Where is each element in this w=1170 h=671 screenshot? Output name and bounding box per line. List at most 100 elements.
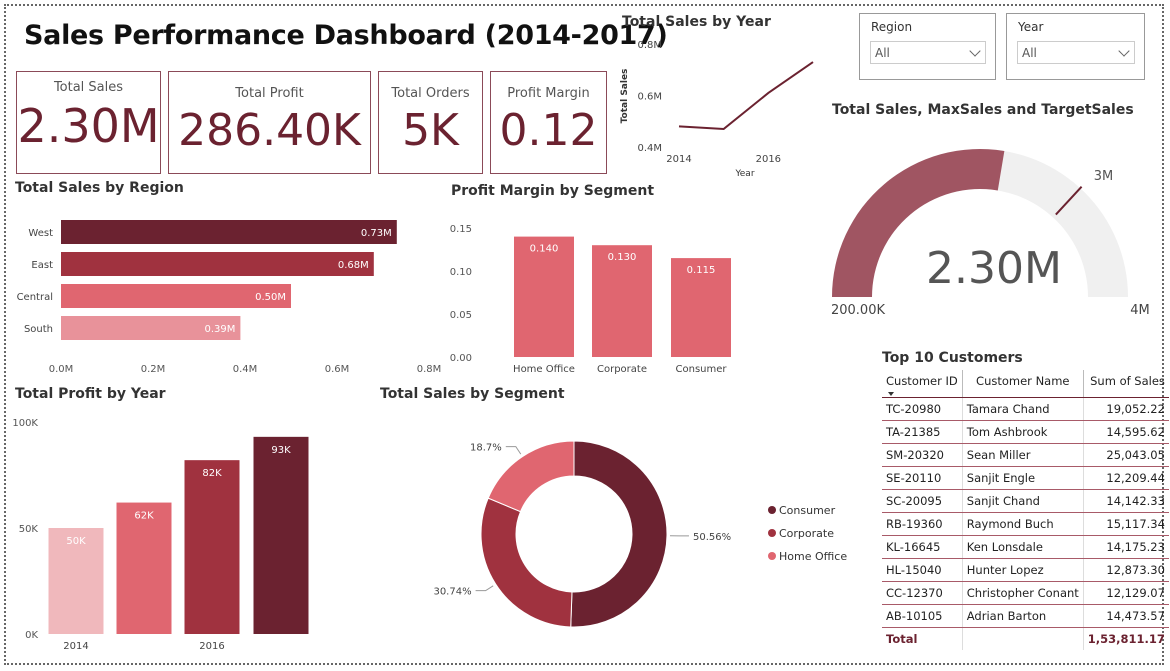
dashboard-frame — [4, 4, 1164, 665]
y-axis-label: Total Sales — [620, 69, 630, 124]
table-cell: Hunter Lopez — [962, 558, 1084, 582]
dashboard-title: Sales Performance Dashboard (2014-2017) — [24, 20, 668, 51]
table-cell: Sean Miller — [962, 443, 1084, 467]
y-tick-label: 100K — [12, 418, 38, 429]
region-dropdown[interactable]: All — [870, 41, 986, 64]
profit-year-bar[interactable] — [48, 528, 104, 634]
card-value: 286.40K — [178, 105, 361, 156]
year-slicer-label: Year — [1018, 20, 1044, 34]
table-row[interactable]: RB-19360 Raymond Buch 15,117.34 — [882, 512, 1169, 536]
gauge-min-label: 200.00K — [831, 303, 885, 318]
sales-by-year-chart[interactable]: 0.4M 0.6M 0.8M 2014 2016 Total Sales Year — [615, 30, 825, 182]
column-header-sum-of-sales[interactable]: Sum of Sales — [1083, 370, 1169, 398]
y-tick-label: 0.15 — [450, 224, 472, 235]
region-slicer[interactable]: Region All — [859, 13, 996, 80]
segment-margin-bar[interactable] — [514, 236, 574, 357]
card-label: Total Sales — [53, 80, 124, 95]
table-row[interactable]: CC-12370 Christopher Conant 12,129.07 — [882, 581, 1169, 605]
table-row[interactable]: HL-15040 Hunter Lopez 12,873.30 — [882, 558, 1169, 582]
table-cell: Tom Ashbrook — [962, 420, 1084, 444]
table-cell: Ken Lonsdale — [962, 535, 1084, 559]
card-value: 2.30M — [17, 99, 160, 153]
card-total-orders[interactable]: Total Orders 5K — [378, 71, 483, 174]
profit-year-bar[interactable] — [253, 436, 309, 634]
card-profit-margin[interactable]: Profit Margin 0.12 — [490, 71, 607, 174]
table-row[interactable]: TC-20980 Tamara Chand 19,052.22 — [882, 397, 1169, 421]
region-bar[interactable] — [61, 252, 374, 276]
table-row[interactable]: SM-20320 Sean Miller 25,043.05 — [882, 443, 1169, 467]
table-row[interactable]: TA-21385 Tom Ashbrook 14,595.62 — [882, 420, 1169, 444]
sales-by-segment-title: Total Sales by Segment — [380, 386, 565, 402]
top-customers-title: Top 10 Customers — [882, 350, 1023, 366]
table-row[interactable]: SC-20095 Sanjit Chand 14,142.33 — [882, 489, 1169, 513]
segment-slice[interactable] — [570, 440, 668, 628]
card-value: 0.12 — [499, 105, 598, 156]
sales-by-year-title: Total Sales by Year — [622, 14, 771, 30]
y-tick-label: 0.10 — [450, 267, 472, 278]
year-dropdown[interactable]: All — [1017, 41, 1135, 64]
sales-gauge-chart[interactable]: 3M 2.30M 200.00K 4M — [820, 125, 1165, 325]
category-label: South — [24, 324, 53, 335]
table-row[interactable]: SE-20110 Sanjit Engle 12,209.44 — [882, 466, 1169, 490]
column-header-customer-name[interactable]: Customer Name — [962, 370, 1084, 398]
table-cell: RB-19360 — [882, 512, 963, 536]
column-header-customer-id[interactable]: Customer ID — [882, 370, 963, 398]
table-cell: 14,175.23 — [1083, 535, 1169, 559]
table-cell: CC-12370 — [882, 581, 963, 605]
y-tick-label: 0.05 — [450, 310, 472, 321]
category-label: Central — [17, 292, 53, 303]
legend-label[interactable]: Consumer — [779, 504, 836, 517]
bar-data-label: 0.68M — [338, 260, 369, 271]
table-row[interactable]: KL-16645 Ken Lonsdale 14,175.23 — [882, 535, 1169, 559]
bar-data-label: 0.73M — [361, 228, 392, 239]
category-label: Home Office — [513, 364, 575, 375]
legend-marker — [768, 506, 776, 514]
table-cell: 15,117.34 — [1083, 512, 1169, 536]
segment-slice[interactable] — [480, 497, 573, 628]
table-cell: Adrian Barton — [962, 604, 1084, 628]
profit-by-year-chart[interactable]: 0K 50K 100K 50K 2014 62K 82K 2016 93K — [10, 404, 320, 656]
table-cell: 25,043.05 — [1083, 443, 1169, 467]
bar-data-label: 0.50M — [255, 292, 286, 303]
chevron-down-icon — [1118, 45, 1130, 57]
table-cell: KL-16645 — [882, 535, 963, 559]
region-bar[interactable] — [61, 284, 291, 308]
legend-label[interactable]: Corporate — [779, 527, 834, 540]
category-label: East — [31, 260, 53, 271]
gauge-value-arc[interactable] — [832, 148, 1005, 297]
gauge-target-label: 3M — [1094, 169, 1114, 184]
table-total-row: Total 1,53,811.17 — [882, 627, 1169, 650]
legend-label[interactable]: Home Office — [779, 550, 847, 563]
profit-year-bar[interactable] — [116, 502, 172, 634]
bar-data-label: 82K — [202, 468, 222, 479]
table-cell: 19,052.22 — [1083, 397, 1169, 421]
table-row[interactable]: AB-10105 Adrian Barton 14,473.57 — [882, 604, 1169, 628]
top-customers-table: Customer ID Customer Name Sum of Sales T… — [882, 370, 1169, 650]
year-slicer[interactable]: Year All — [1006, 13, 1145, 80]
segment-margin-bar[interactable] — [592, 245, 652, 357]
table-cell: Sanjit Chand — [962, 489, 1084, 513]
region-bar[interactable] — [61, 316, 241, 340]
profit-by-year-title: Total Profit by Year — [15, 386, 166, 402]
table-cell: TA-21385 — [882, 420, 963, 444]
x-tick-label: 2014 — [666, 154, 691, 165]
profit-year-bar[interactable] — [184, 460, 240, 634]
card-total-sales[interactable]: Total Sales 2.30M — [16, 71, 161, 174]
slice-data-label: 30.74% — [433, 587, 471, 598]
card-total-profit[interactable]: Total Profit 286.40K — [168, 71, 371, 174]
gauge-title: Total Sales, MaxSales and TargetSales — [832, 102, 1134, 118]
sales-by-region-chart[interactable]: 0.0M 0.2M 0.4M 0.6M 0.8M West 0.73M East 0.68M Ce… — [10, 200, 450, 380]
sales-line[interactable] — [678, 61, 814, 130]
sales-by-segment-chart[interactable]: 50.56% 30.74% 18.7% Consumer Corporate Home O… — [420, 404, 865, 656]
table-cell: 12,873.30 — [1083, 558, 1169, 582]
segment-slice[interactable] — [487, 440, 575, 513]
segment-margin-bar[interactable] — [671, 258, 731, 357]
x-tick-label: 0.2M — [141, 364, 166, 375]
table-cell — [962, 627, 1084, 650]
x-tick-label: 0.6M — [325, 364, 350, 375]
region-dropdown-value: All — [875, 46, 890, 60]
profit-margin-chart[interactable]: 0.00 0.05 0.10 0.15 0.140 Home Office 0.130 Cor… — [440, 200, 740, 380]
region-bar[interactable] — [61, 220, 397, 244]
category-label: Corporate — [597, 364, 647, 375]
card-value: 5K — [402, 105, 459, 156]
